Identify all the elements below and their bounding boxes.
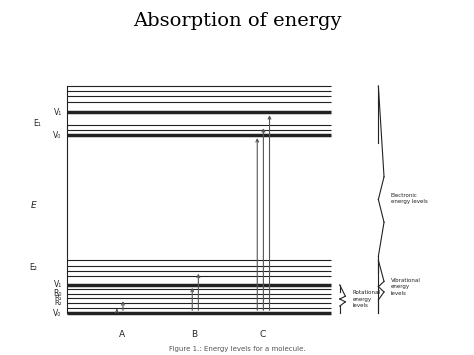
Text: V₁: V₁	[54, 280, 62, 289]
Text: E: E	[31, 201, 36, 210]
Text: A: A	[118, 330, 125, 339]
Text: E₂: E₂	[29, 263, 36, 272]
Text: Rotational
energy
levels: Rotational energy levels	[353, 290, 381, 308]
Text: B: B	[191, 330, 198, 339]
Text: V₀: V₀	[54, 308, 62, 318]
Text: Vibrational
energy
levels: Vibrational energy levels	[391, 278, 420, 296]
Text: E₁: E₁	[34, 119, 41, 128]
Text: R₁: R₁	[54, 295, 62, 301]
Text: Absorption of energy: Absorption of energy	[133, 12, 341, 30]
Text: Electronic
energy levels: Electronic energy levels	[391, 193, 428, 204]
Text: R₀: R₀	[53, 289, 62, 298]
Text: C: C	[260, 330, 266, 339]
Text: R₂: R₂	[54, 300, 62, 306]
Text: V₀: V₀	[54, 131, 62, 140]
Text: Figure 1.: Energy levels for a molecule.: Figure 1.: Energy levels for a molecule.	[169, 346, 305, 352]
Text: V₁: V₁	[54, 108, 62, 117]
